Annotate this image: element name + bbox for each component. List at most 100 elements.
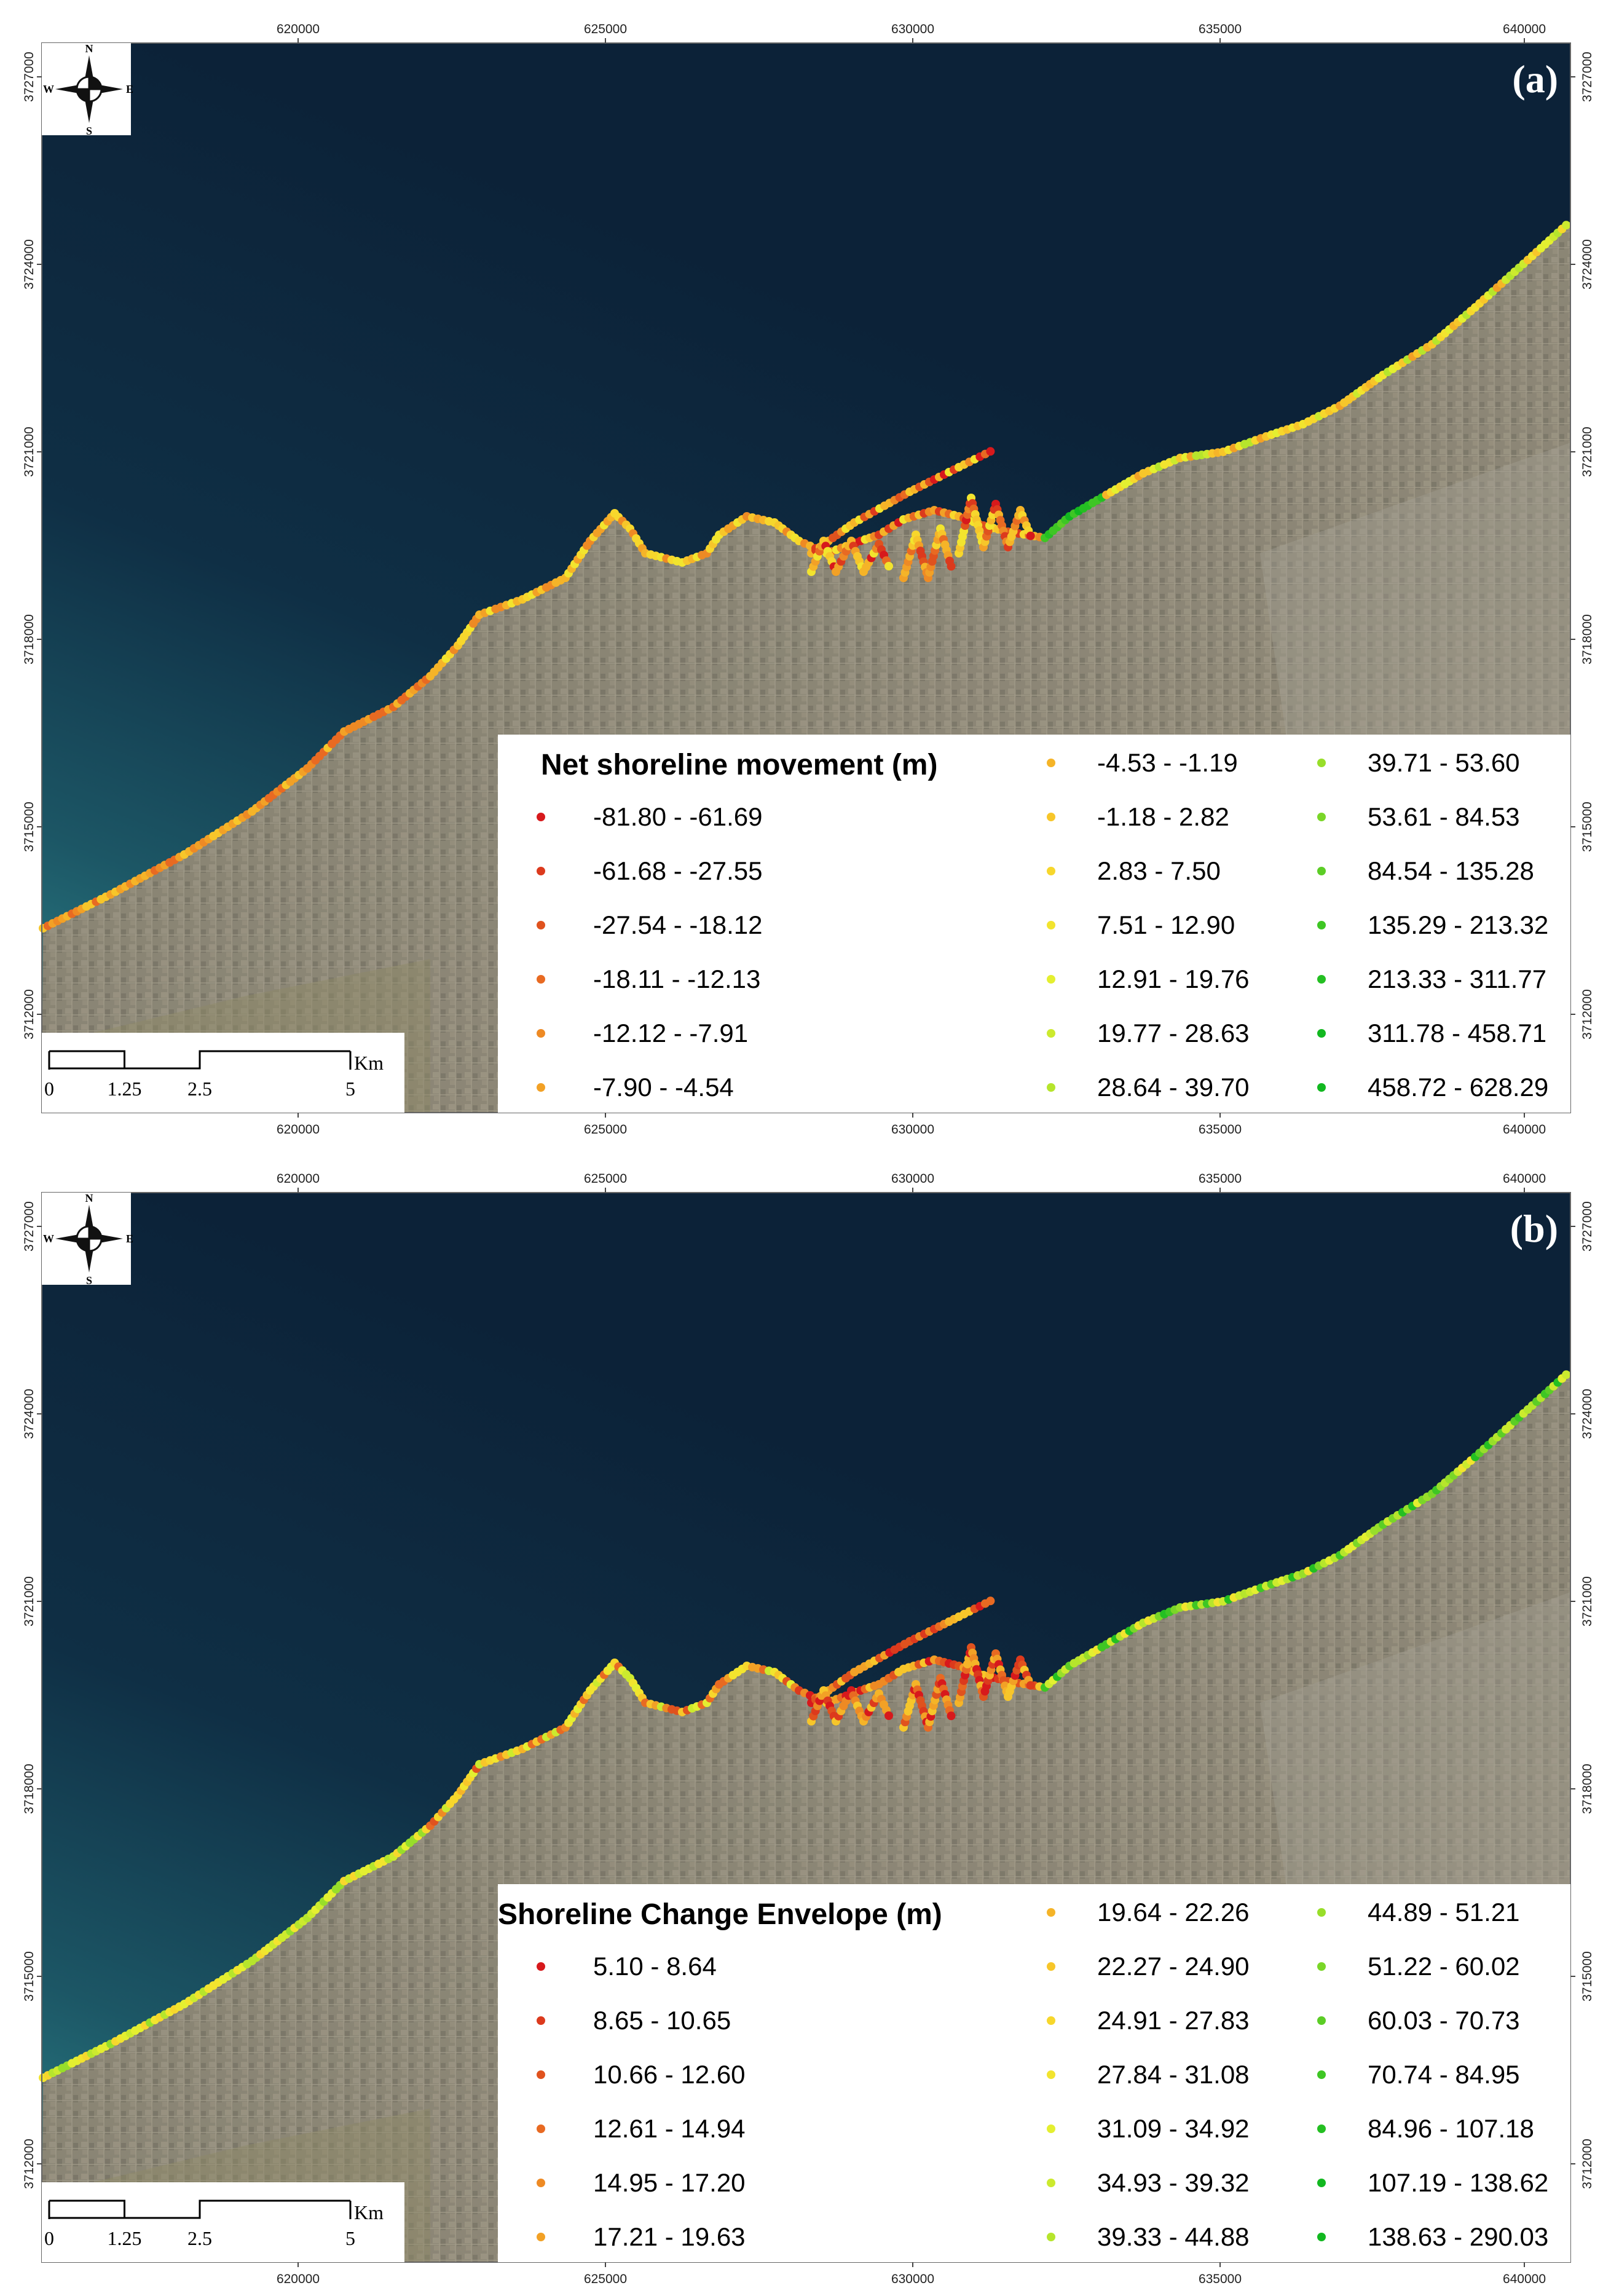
x-tick-label: 630000 [891, 1122, 934, 1137]
map-canvas: 620000 620000 625000 625000 630000 630000 6350… [22, 22, 1594, 1137]
panel-letter: (a) [1512, 57, 1558, 101]
legend-swatch [1047, 2070, 1055, 2079]
legend-swatch [1317, 1029, 1326, 1038]
scale-tick-label: 0 [44, 2227, 54, 2249]
legend-item-label: 60.03 - 70.73 [1368, 2006, 1520, 2035]
compass-rose-icon: N S E W [42, 42, 133, 137]
y-tick-label: 3721000 [22, 427, 36, 477]
legend-swatch [537, 2070, 545, 2079]
legend-swatch [1047, 2016, 1055, 2025]
legend-title: Net shoreline movement (m) [541, 749, 937, 781]
legend-swatch [1047, 1962, 1055, 1971]
legend-item-label: -1.18 - 2.82 [1097, 802, 1229, 831]
x-tick-label: 625000 [584, 2272, 627, 2286]
y-tick-label: 3718000 [22, 614, 36, 665]
compass-label-w: W [43, 1233, 54, 1245]
legend-swatch [1047, 921, 1055, 929]
legend-swatch [1317, 2179, 1326, 2187]
legend-item-label: -18.11 - -12.13 [593, 965, 760, 993]
scale-unit-label: Km [354, 1052, 384, 1074]
scale-bar: 0 1.25 2.5 5 Km [42, 1033, 404, 1113]
legend-swatch [1317, 867, 1326, 875]
y-tick-label: 3727000 [22, 1201, 36, 1252]
legend-swatch [1047, 975, 1055, 984]
y-tick-label: 3718000 [1580, 1764, 1594, 1814]
map-panel-a: 620000 620000 625000 625000 630000 630000 6350… [0, 0, 1611, 1143]
y-tick-label: 3712000 [22, 989, 36, 1040]
legend-swatch [1317, 1908, 1326, 1917]
legend-swatch [1317, 759, 1326, 767]
legend-swatch [1047, 813, 1055, 821]
compass-label-w: W [43, 83, 54, 95]
legend-item-label: 14.95 - 17.20 [593, 2168, 746, 2197]
legend-swatch [1047, 759, 1055, 767]
y-tick-label: 3715000 [22, 802, 36, 852]
legend-title: Shoreline Change Envelope (m) [498, 1898, 942, 1931]
legend-item-label: 17.21 - 19.63 [593, 2222, 746, 2251]
legend-item-label: 213.33 - 311.77 [1368, 965, 1546, 993]
legend-swatch [1047, 1029, 1055, 1038]
legend-item-label: 31.09 - 34.92 [1097, 2114, 1250, 2143]
x-tick-label: 630000 [891, 22, 934, 36]
legend-item-label: 135.29 - 213.32 [1368, 910, 1548, 939]
scale-unit-label: Km [354, 2201, 384, 2223]
x-tick-label: 635000 [1199, 1172, 1242, 1186]
legend-swatch [1317, 2016, 1326, 2025]
scale-tick-label: 1.25 [108, 1078, 142, 1100]
legend-item-label: 84.96 - 107.18 [1368, 2114, 1534, 2143]
legend-swatch [537, 813, 545, 821]
map-canvas: 620000 620000 625000 625000 630000 630000 6350… [22, 1172, 1594, 2286]
compass-label-e: E [126, 83, 133, 95]
legend-item-label: 39.71 - 53.60 [1368, 748, 1520, 777]
y-tick-label: 3727000 [22, 52, 36, 102]
x-tick-label: 640000 [1503, 2272, 1546, 2286]
legend-swatch [1317, 1962, 1326, 1971]
x-tick-label: 625000 [584, 1172, 627, 1186]
legend-swatch [537, 1083, 545, 1092]
legend-swatch [537, 921, 545, 929]
y-tick-label: 3724000 [22, 1389, 36, 1439]
legend-item-label: 34.93 - 39.32 [1097, 2168, 1250, 2197]
y-tick-label: 3718000 [22, 1764, 36, 1814]
legend-swatch [1317, 1083, 1326, 1092]
y-tick-label: 3721000 [1580, 427, 1594, 477]
legend-item-label: 28.64 - 39.70 [1097, 1073, 1250, 1102]
legend-item-label: 19.77 - 28.63 [1097, 1019, 1250, 1047]
x-tick-label: 625000 [584, 22, 627, 36]
y-tick-label: 3715000 [22, 1951, 36, 2002]
legend-swatch [1317, 921, 1326, 929]
legend: Shoreline Change Envelope (m) 5.10 - 8.64… [498, 1884, 1570, 2262]
scale-tick-label: 5 [345, 1078, 355, 1100]
x-tick-label: 635000 [1199, 22, 1242, 36]
scale-tick-label: 0 [44, 1078, 54, 1100]
legend-swatch [1047, 2233, 1055, 2241]
x-tick-label: 620000 [277, 1122, 320, 1137]
y-tick-label: 3712000 [1580, 2139, 1594, 2189]
x-tick-label: 640000 [1503, 22, 1546, 36]
x-tick-label: 620000 [277, 2272, 320, 2286]
legend-swatch [1317, 2124, 1326, 2133]
legend: Net shoreline movement (m) -81.80 - -61.6… [498, 735, 1570, 1113]
x-tick-label: 625000 [584, 1122, 627, 1137]
legend-swatch [537, 2179, 545, 2187]
scale-tick-label: 2.5 [187, 2227, 212, 2249]
map-panel-b: 620000 620000 625000 625000 630000 630000 6350… [0, 1150, 1611, 2293]
legend-item-label: 70.74 - 84.95 [1368, 2060, 1520, 2089]
scale-tick-label: 2.5 [187, 1078, 212, 1100]
compass-label-s: S [86, 1274, 92, 1287]
legend-item-label: -7.90 - -4.54 [593, 1073, 734, 1102]
legend-swatch [537, 2124, 545, 2133]
x-tick-label: 640000 [1503, 1172, 1546, 1186]
y-tick-label: 3715000 [1580, 1951, 1594, 2002]
scale-tick-label: 5 [345, 2227, 355, 2249]
legend-swatch [1317, 2233, 1326, 2241]
y-tick-label: 3721000 [1580, 1576, 1594, 1627]
x-tick-label: 630000 [891, 2272, 934, 2286]
legend-item-label: 5.10 - 8.64 [593, 1952, 717, 1981]
panel-letter: (b) [1510, 1207, 1558, 1250]
legend-swatch [1047, 2124, 1055, 2133]
legend-item-label: 24.91 - 27.83 [1097, 2006, 1250, 2035]
legend-swatch [1047, 2179, 1055, 2187]
legend-item-label: 10.66 - 12.60 [593, 2060, 746, 2089]
legend-swatch [537, 1962, 545, 1971]
